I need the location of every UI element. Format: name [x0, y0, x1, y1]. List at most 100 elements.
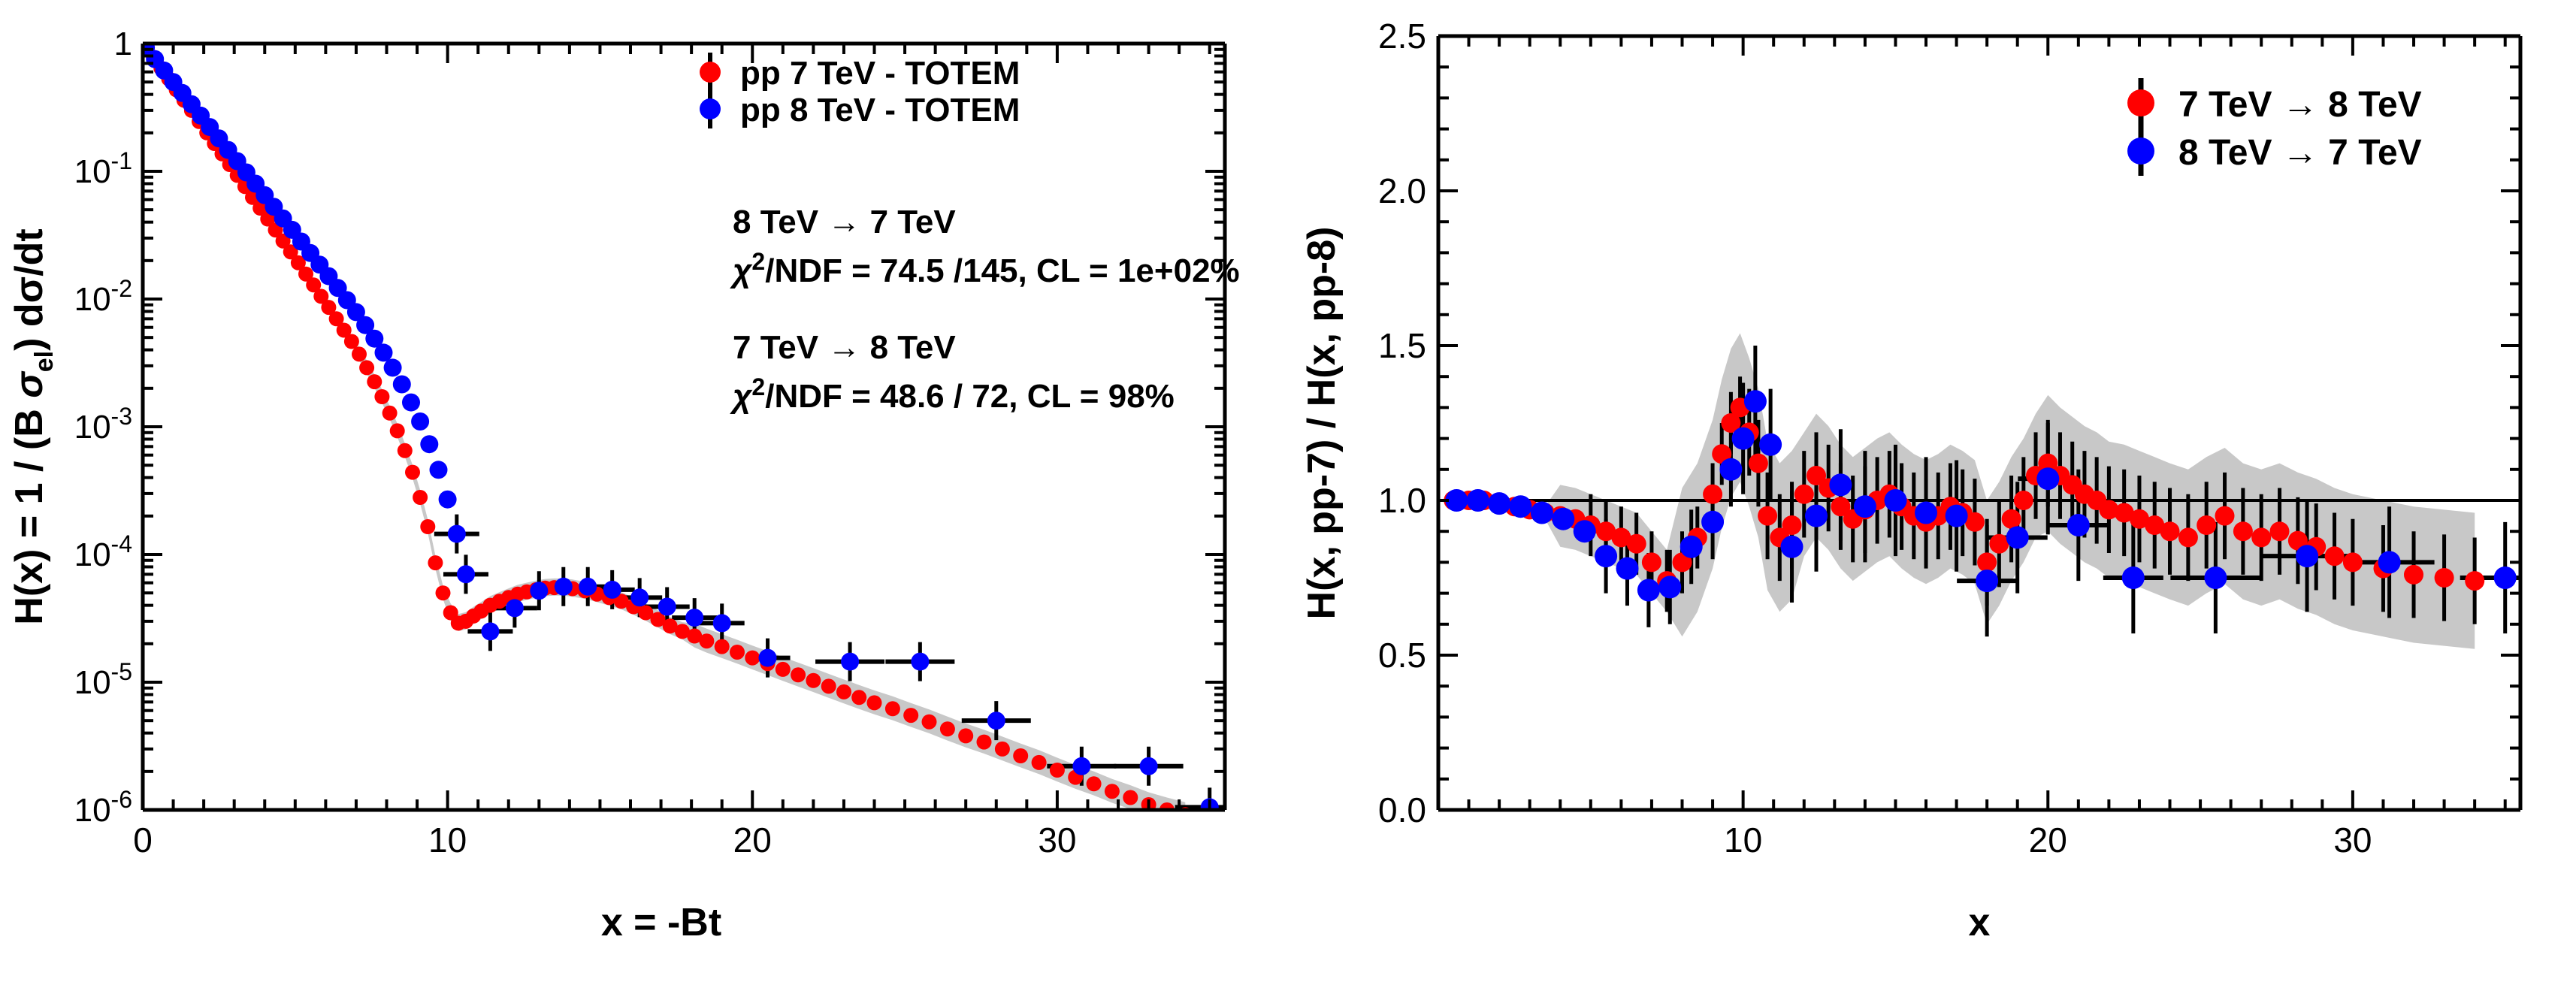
data-point-7to8	[1977, 552, 1997, 573]
data-point-7tev	[298, 266, 313, 282]
data-point-7to8	[2342, 552, 2363, 573]
left-legend-label-0: pp 7 TeV - TOTEM	[740, 55, 1020, 92]
data-point-7tev	[321, 300, 337, 316]
data-point-7to8	[1989, 533, 2009, 554]
data-point-8tev	[457, 565, 475, 584]
left-xtick-label: 20	[733, 820, 772, 860]
right-ytick-label: 1.5	[1378, 326, 1426, 365]
data-point-7to8	[1721, 413, 1741, 433]
data-point-7to8	[2013, 491, 2033, 510]
data-point-8tev	[346, 303, 365, 322]
data-point-8tev	[554, 577, 573, 596]
data-point-7to8	[1794, 484, 1814, 504]
left-xtick-labels: 0 10 20 30	[133, 820, 1076, 860]
left-series-8tev-points	[143, 44, 1219, 810]
right-legend-item-1[interactable]: 8 TeV → 7 TeV	[2127, 126, 2422, 176]
data-point-7tev	[866, 695, 882, 711]
data-point-7tev	[359, 360, 375, 376]
data-point-7to8	[2215, 506, 2235, 526]
data-point-7to8	[2160, 521, 2180, 542]
left-xtick-label: 10	[428, 820, 467, 860]
left-ytick-label: 10-4	[74, 530, 132, 573]
data-point-8tev	[712, 614, 731, 633]
data-point-8tev	[383, 358, 402, 377]
data-point-7tev	[994, 741, 1010, 757]
svg-text:H(x) = 1 / (B σel) dσ/dt: H(x) = 1 / (B σel) dσ/dt	[8, 228, 59, 624]
data-point-7to8	[1611, 527, 1631, 548]
data-point-7to8	[1964, 512, 1985, 532]
right-axes-frame	[1436, 34, 2523, 812]
left-annotation-0-line1: 8 TeV → 7 TeV	[733, 204, 956, 240]
data-point-8to7	[1780, 535, 1804, 558]
panel-left-elastic-cross-section: 0 10 20 30 1 10-1 10-2 10-3 10-4 10-5 10-6 H(x) =…	[8, 26, 1240, 944]
data-point-7to8	[2404, 564, 2423, 585]
data-point-7to8	[2178, 527, 2198, 548]
data-point-8tev	[1139, 757, 1158, 775]
data-point-7tev	[328, 311, 344, 327]
left-legend-item-1[interactable]: pp 8 TeV - TOTEM	[700, 89, 1020, 128]
right-xtick-label: 30	[2333, 820, 2372, 860]
data-point-7tev	[420, 519, 436, 534]
data-point-8to7	[1743, 390, 1767, 413]
data-point-8tev	[658, 597, 676, 616]
data-point-8tev	[374, 343, 393, 362]
data-point-7to8	[2197, 515, 2217, 535]
svg-text:H(x, pp-7) / H(x, pp-8): H(x, pp-7) / H(x, pp-8)	[1300, 227, 1344, 620]
data-point-7to8	[2099, 500, 2119, 520]
data-point-7tev	[851, 690, 867, 705]
data-point-7tev	[1049, 763, 1065, 778]
data-point-8to7	[1915, 501, 1937, 524]
data-point-8to7	[2204, 567, 2227, 589]
data-point-8tev	[356, 316, 375, 334]
data-point-8to7	[1701, 510, 1725, 533]
data-point-7tev	[921, 714, 937, 730]
data-point-7to8	[1626, 533, 1646, 554]
data-point-8to7	[1945, 504, 1968, 527]
data-point-8to7	[1853, 495, 1876, 518]
data-point-8to7	[1805, 504, 1828, 527]
data-point-8tev	[420, 435, 439, 454]
data-point-7tev	[352, 346, 367, 362]
data-point-7to8	[2465, 571, 2485, 591]
data-point-7tev	[374, 389, 390, 404]
data-point-7to8	[1758, 506, 1778, 526]
data-point-8tev	[579, 577, 597, 596]
data-point-8tev	[630, 588, 649, 607]
data-point-7tev	[958, 728, 974, 744]
data-point-7tev	[397, 443, 413, 458]
right-ytick-label: 2.5	[1378, 17, 1426, 56]
data-point-7to8	[1596, 521, 1616, 542]
data-point-8tev	[505, 599, 524, 618]
data-point-8tev	[1072, 757, 1091, 775]
data-point-7to8	[2001, 509, 2021, 529]
data-point-7to8	[2233, 521, 2253, 542]
data-point-7tev	[367, 374, 382, 390]
data-point-8to7	[1509, 495, 1532, 518]
data-point-7to8	[1712, 444, 1732, 464]
data-point-7tev	[903, 708, 919, 724]
data-point-8tev	[530, 582, 549, 600]
data-point-8tev	[481, 622, 500, 641]
data-point-7tev	[821, 678, 836, 694]
data-point-7tev	[1104, 784, 1120, 799]
data-point-7tev	[836, 684, 851, 699]
data-point-8tev	[841, 652, 860, 671]
right-ytick-label: 1.0	[1378, 481, 1426, 520]
left-annotation-1-line2: χ2/NDF = 48.6 / 72, CL = 98%	[730, 373, 1175, 415]
right-legend-label-0: 7 TeV → 8 TeV	[2178, 85, 2422, 125]
data-point-7tev	[675, 624, 690, 639]
left-legend-item-0[interactable]: pp 7 TeV - TOTEM	[700, 53, 1020, 92]
data-point-7tev	[806, 672, 821, 688]
data-point-7tev	[413, 490, 428, 505]
data-point-7to8	[1703, 484, 1723, 504]
right-legend-item-0[interactable]: 7 TeV → 8 TeV	[2127, 78, 2422, 128]
left-ytick-label: 10-2	[74, 275, 132, 318]
data-point-8to7	[1530, 501, 1553, 524]
data-point-8to7	[2378, 551, 2401, 574]
data-point-7to8	[1748, 453, 1768, 473]
data-point-8tev	[411, 412, 430, 431]
data-point-7to8	[1782, 515, 1802, 535]
left-annotation-0-line2: χ2/NDF = 74.5 /145, CL = 1e+02%	[730, 248, 1240, 289]
data-point-8tev	[402, 393, 420, 412]
data-point-8to7	[1595, 545, 1618, 568]
